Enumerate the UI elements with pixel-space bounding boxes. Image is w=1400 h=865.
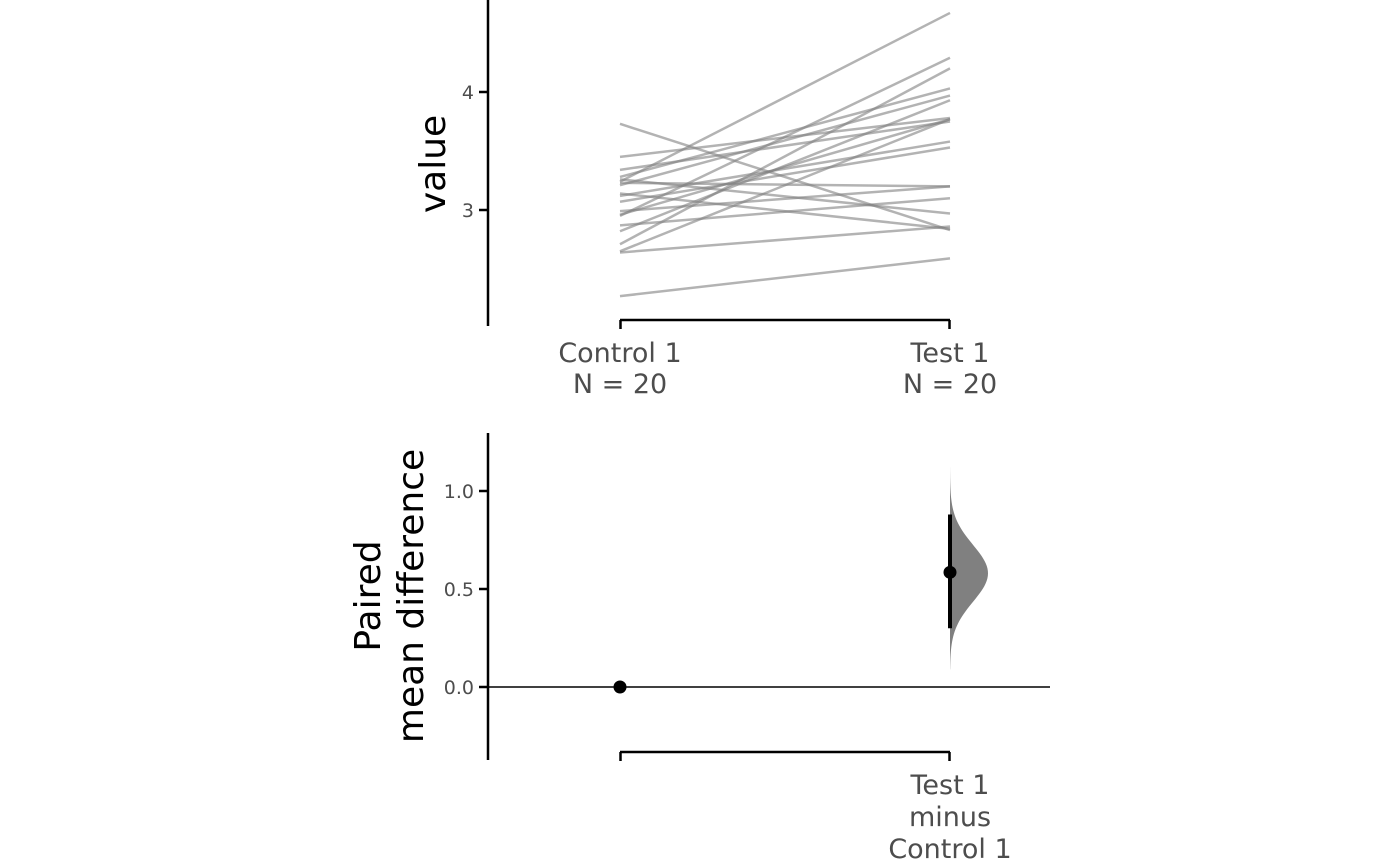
bottom-y-tick-label: 0.5 bbox=[444, 579, 474, 601]
x-label-test-name: Test 1 bbox=[910, 338, 990, 369]
x-label-diff-line3: Control 1 bbox=[888, 834, 1011, 865]
paired-line-12 bbox=[619, 192, 951, 231]
bottom-y-tick-label: 1.0 bbox=[444, 481, 474, 503]
bootstrap-distribution bbox=[950, 467, 988, 670]
paired-line-13 bbox=[619, 94, 951, 187]
x-label-diff-line2: minus bbox=[909, 802, 991, 833]
paired-line-20 bbox=[619, 122, 951, 232]
top-y-tick-label: 3 bbox=[462, 200, 474, 222]
paired-lines bbox=[619, 11, 951, 298]
paired-slopegraph-panel: 34 Control 1 N = 20 Test 1 N = 20 value bbox=[413, 0, 997, 400]
x-label-control-n: N = 20 bbox=[573, 369, 667, 400]
paired-line-16 bbox=[619, 178, 951, 215]
paired-line-4 bbox=[619, 67, 951, 246]
top-y-axis-title: value bbox=[413, 115, 454, 213]
control-reference-point bbox=[613, 680, 627, 694]
paired-line-19 bbox=[619, 116, 951, 159]
mean-difference-panel: 0.00.51.0 Test 1 minus Control 1 Paired … bbox=[348, 433, 1050, 865]
paired-line-14 bbox=[619, 181, 951, 188]
paired-line-18 bbox=[619, 120, 951, 172]
paired-line-11 bbox=[619, 140, 951, 198]
x-label-diff-line1: Test 1 bbox=[910, 770, 990, 801]
paired-line-10 bbox=[619, 146, 951, 203]
x-label-control-name: Control 1 bbox=[558, 338, 681, 369]
bottom-y-axis-title-line1: Paired bbox=[348, 540, 389, 651]
x-label-test-n: N = 20 bbox=[903, 369, 997, 400]
bottom-y-tick-label: 0.0 bbox=[444, 677, 474, 699]
top-y-tick-label: 4 bbox=[462, 82, 474, 104]
paired-line-9 bbox=[619, 185, 951, 213]
top-y-ticks: 34 bbox=[462, 82, 488, 222]
bottom-y-axis-title-line2: mean difference bbox=[391, 449, 432, 743]
paired-line-2 bbox=[619, 225, 951, 254]
paired-line-15 bbox=[619, 11, 951, 183]
paired-line-1 bbox=[619, 257, 951, 298]
bottom-y-ticks: 0.0 0.5 1.0 bbox=[444, 481, 488, 699]
mean-difference-point bbox=[943, 565, 957, 579]
